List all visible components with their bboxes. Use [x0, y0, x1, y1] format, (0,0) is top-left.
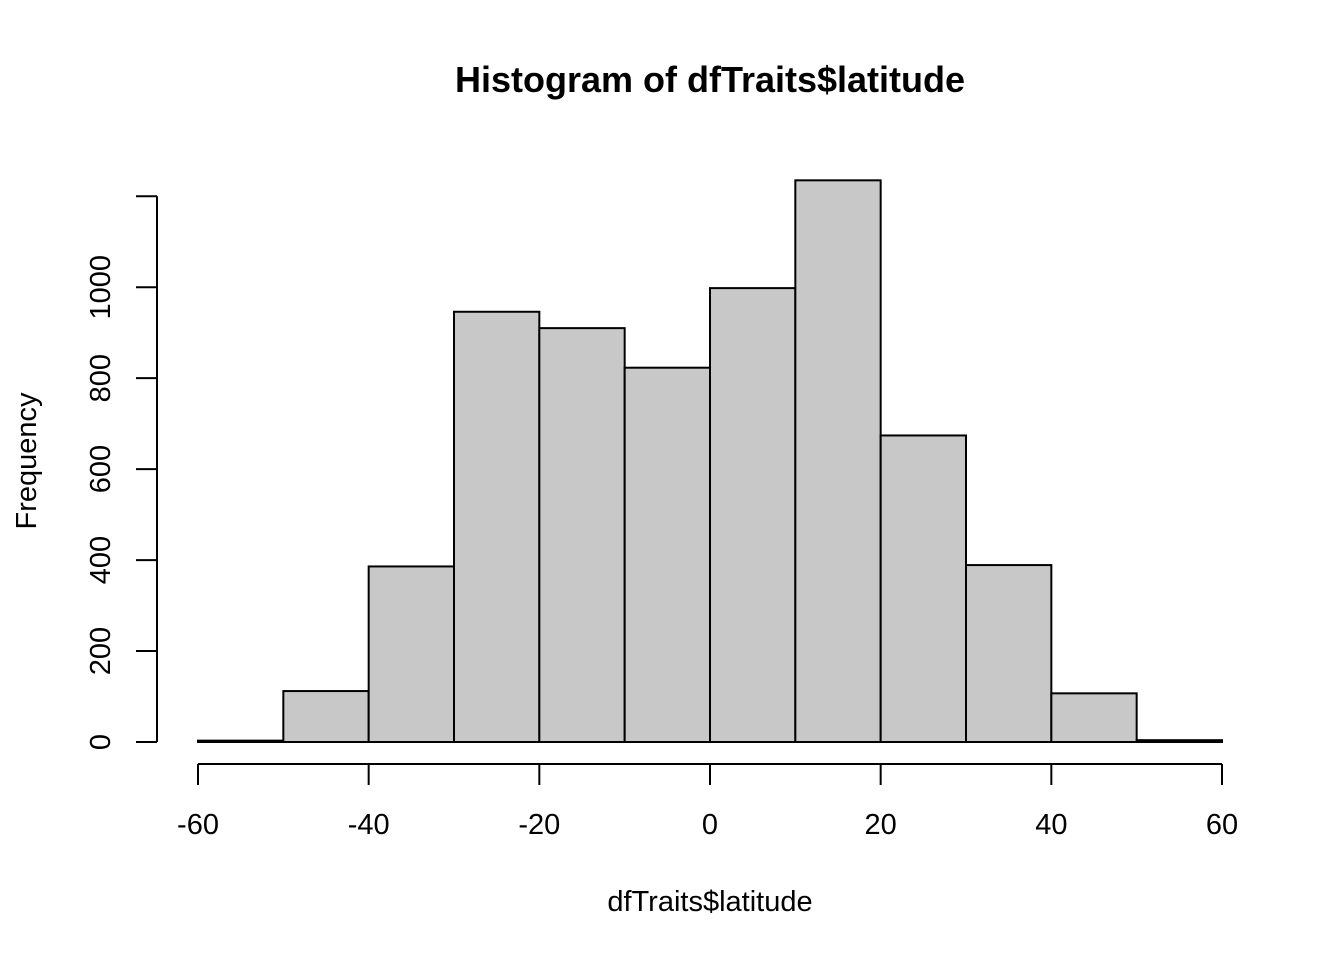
x-axis: -60 -40 -20 0 20 40 60: [177, 763, 1238, 841]
y-axis: 0 200 400 600 800 1000: [85, 195, 158, 750]
bars-group: [197, 179, 1223, 744]
x-tick-label-5: 40: [1035, 809, 1067, 841]
y-tick-label-5: 1000: [85, 255, 117, 320]
histogram-bar-8: [879, 434, 968, 743]
x-tick-label-1: -40: [348, 809, 390, 841]
y-axis-label: Frequency: [11, 392, 43, 530]
x-axis-label: dfTraits$latitude: [607, 886, 812, 918]
y-tick-label-0: 0: [85, 734, 117, 750]
y-tick-label-3: 600: [85, 445, 117, 493]
histogram-bar-0: [197, 739, 285, 744]
histogram-bar-5: [623, 366, 712, 743]
histogram-bar-9: [965, 564, 1053, 744]
histogram-bar-6: [709, 287, 797, 743]
histogram-bar-11: [1135, 739, 1223, 743]
histogram-bar-2: [367, 565, 455, 743]
x-tick-label-4: 20: [865, 809, 897, 841]
histogram-bar-3: [453, 310, 541, 743]
x-tick-label-6: 60: [1206, 809, 1238, 841]
histogram-bar-1: [282, 690, 370, 743]
histogram-bar-10: [1050, 692, 1138, 744]
histogram-bar-7: [794, 179, 882, 743]
y-tick-label-2: 400: [85, 536, 117, 584]
x-tick-label-0: -60: [177, 809, 219, 841]
x-tick-label-3: 0: [702, 809, 718, 841]
y-tick-label-1: 200: [85, 627, 117, 675]
histogram-bar-4: [538, 327, 626, 743]
y-tick-label-4: 800: [85, 354, 117, 402]
chart-title: Histogram of dfTraits$latitude: [455, 59, 965, 100]
x-tick-label-2: -20: [518, 809, 560, 841]
